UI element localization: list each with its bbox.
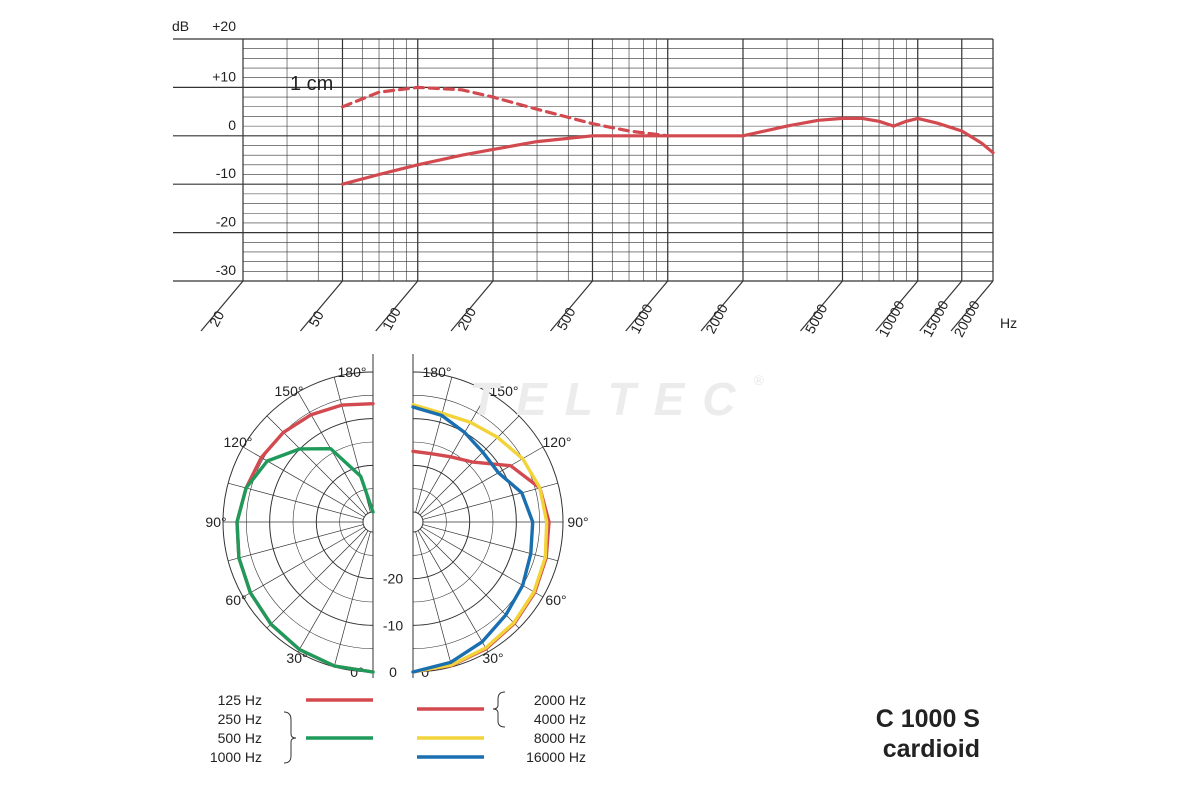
- slanted-axis-tick: [919, 280, 963, 332]
- y-tick-label: -30: [216, 262, 236, 278]
- legend-label: 8000 Hz: [534, 730, 586, 746]
- polar-angle-label: 90°: [205, 514, 226, 530]
- polar-angle-label: 30°: [286, 650, 307, 666]
- x-tick-label: 10000: [875, 298, 908, 340]
- polar-angle-label: 120°: [543, 434, 572, 450]
- model-pattern: cardioid: [882, 735, 980, 763]
- watermark-text: TELTEC: [470, 373, 754, 425]
- legend-label: 4000 Hz: [534, 711, 586, 727]
- polar-legend: 125 Hz 250 Hz 500 Hz 1000 Hz 2000 Hz 4000 Hz 8…: [210, 691, 586, 765]
- x-tick-label: 15000: [919, 298, 952, 340]
- y-tick-label: -20: [216, 214, 236, 230]
- slanted-axis-tick: [875, 280, 919, 332]
- polar-level-label: -10: [383, 617, 403, 633]
- legend-label: 2000 Hz: [534, 692, 586, 708]
- slanted-axis-tick: [950, 280, 994, 332]
- slanted-axis-tick: [450, 280, 494, 332]
- slanted-axis-tick: [550, 280, 593, 332]
- polar-angle-label: 90°: [567, 514, 588, 530]
- y-tick-label: +10: [212, 68, 236, 84]
- polar-curve: [411, 405, 535, 674]
- x-tick-label: 500: [554, 304, 579, 332]
- polar-angle-label: 150°: [275, 383, 304, 399]
- polar-spoke: [266, 528, 367, 629]
- polar-angle-label: 60°: [545, 592, 566, 608]
- model-name: C 1000 S: [875, 705, 980, 733]
- x-tick-label: 2000: [702, 301, 731, 336]
- legend-brace: [283, 711, 297, 764]
- x-tick-label: 5000: [802, 301, 831, 336]
- slanted-axis-tick: [625, 280, 669, 332]
- x-tick-label: 50: [305, 308, 327, 329]
- x-tick-label: 20000: [950, 298, 983, 340]
- model-label: C 1000 S cardioid: [876, 704, 980, 764]
- polar-spoke: [242, 526, 365, 598]
- y-axis-label: dB: [172, 18, 189, 34]
- polar-angle-label: 180°: [338, 364, 367, 380]
- legend-brace: [492, 691, 506, 728]
- slanted-axis-tick: [700, 280, 744, 332]
- polar-curve: [411, 403, 549, 674]
- slanted-axis-tick: [200, 280, 244, 332]
- polar-spoke: [297, 530, 369, 653]
- legend-label: 125 Hz: [218, 692, 262, 708]
- polar-spoke: [228, 524, 364, 562]
- polar-angle-label: 150°: [490, 383, 519, 399]
- slanted-axis-tick: [300, 280, 343, 332]
- y-tick-label: 0: [228, 117, 236, 133]
- watermark-registered-mark: ®: [753, 372, 764, 388]
- polar-spoke: [415, 531, 453, 667]
- polar-spoke: [333, 531, 371, 667]
- polar-spoke: [417, 530, 489, 653]
- x-axis-label: Hz: [1000, 315, 1017, 331]
- slanted-axis-tick: [375, 280, 419, 332]
- x-tick-label: 1000: [627, 301, 656, 336]
- polar-spoke: [419, 528, 520, 629]
- polar-spoke: [417, 391, 489, 514]
- polar-angle-label: 0°: [350, 664, 363, 680]
- polar-spoke: [242, 446, 365, 518]
- legend-label: 500 Hz: [218, 730, 262, 746]
- watermark: TELTEC®: [470, 372, 764, 426]
- near-field-annotation: 1 cm: [290, 73, 333, 95]
- near-field-response-line: [340, 85, 670, 138]
- slanted-axis-tick: [800, 280, 843, 332]
- legend-label: 1000 Hz: [210, 749, 262, 765]
- polar-ring: [362, 511, 374, 533]
- x-tick-label: 200: [454, 304, 479, 332]
- legend-label: 16000 Hz: [526, 749, 586, 765]
- polar-spoke: [228, 482, 364, 520]
- x-tick-label: 20: [206, 308, 228, 329]
- y-tick-label: -10: [216, 165, 236, 181]
- polar-spoke: [422, 524, 558, 562]
- polar-ring: [412, 511, 424, 533]
- x-tick-label: 100: [379, 304, 404, 332]
- polar-angle-label: 180°: [423, 364, 452, 380]
- polar-spoke: [419, 415, 520, 516]
- polar-angle-label: 30°: [482, 650, 503, 666]
- polar-level-label: -20: [383, 571, 403, 587]
- polar-spoke: [422, 482, 558, 520]
- polar-level-label: 0: [389, 664, 397, 680]
- polar-spoke: [421, 526, 544, 598]
- polar-curve: [235, 447, 375, 674]
- polar-spoke: [421, 446, 544, 518]
- legend-label: 250 Hz: [218, 711, 262, 727]
- polar-angle-label: 120°: [224, 434, 253, 450]
- polar-spoke: [415, 377, 453, 513]
- y-tick-label: +20: [212, 18, 236, 34]
- polar-angle-label: 60°: [225, 592, 246, 608]
- frequency-response-chart: 20 50 100 200 500 1000 2000 5000 10000 1500020000…: [172, 18, 1017, 340]
- frequency-response-line: [340, 116, 995, 186]
- polar-pattern-chart: 180° 180° 150° 150° 120° 120° 90° 90° 60° 60° 30° 3…: [205, 354, 589, 680]
